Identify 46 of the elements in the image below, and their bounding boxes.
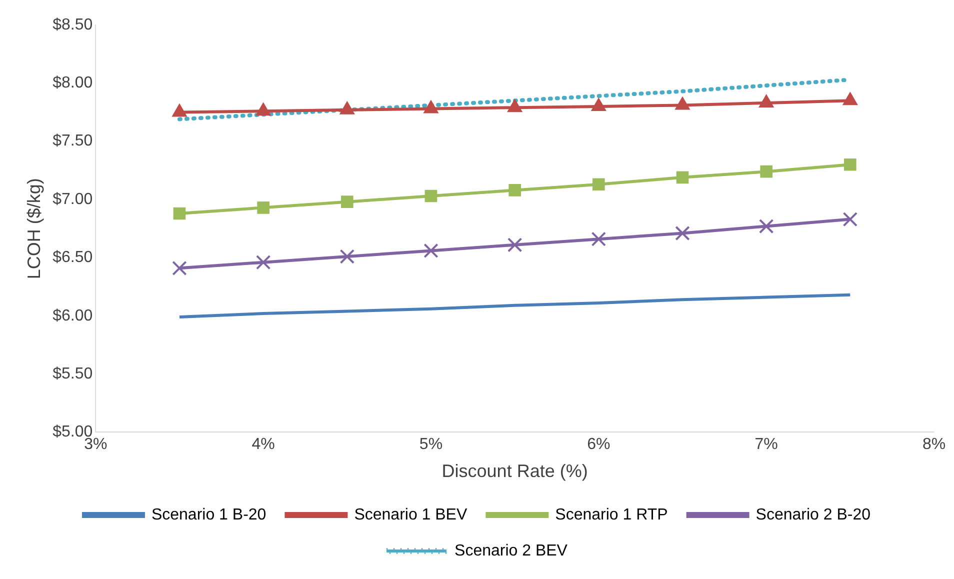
point	[842, 212, 858, 227]
legend-label: Scenario 1 BEV	[354, 506, 468, 524]
x-tick-label: 4%	[252, 436, 275, 454]
point	[591, 98, 606, 111]
point	[844, 158, 856, 171]
x-tick-label: 6%	[587, 436, 610, 454]
y-tick-label: $7.50	[52, 132, 93, 150]
legend-label: Scenario 2 BEV	[454, 542, 568, 560]
y-tick-label: $8.50	[52, 16, 93, 34]
point	[256, 102, 271, 116]
x-tick-label: 7%	[754, 436, 778, 454]
x-axis-title: Discount Rate (%)	[442, 461, 588, 482]
point	[256, 254, 271, 270]
legend-label: Scenario 1 B-20	[151, 506, 266, 524]
point	[257, 202, 270, 214]
y-tick-label: $6.50	[52, 249, 93, 266]
point	[591, 232, 606, 246]
point	[758, 218, 774, 234]
y-tick-label: $7.00	[52, 190, 93, 208]
point	[676, 171, 689, 184]
point	[172, 104, 187, 117]
y-tick-label: $5.50	[52, 365, 93, 382]
y-tick-label: $6.00	[52, 307, 93, 324]
point	[424, 100, 438, 114]
legend-label: Scenario 1 RTP	[555, 506, 668, 524]
point	[340, 101, 355, 114]
legend-label: Scenario 2 B-20	[756, 506, 871, 524]
point	[507, 99, 522, 112]
point	[842, 92, 858, 106]
point	[758, 94, 774, 108]
point	[592, 178, 605, 191]
point	[507, 238, 522, 252]
point	[675, 226, 690, 241]
point	[508, 184, 521, 196]
point	[760, 165, 772, 178]
x-tick-label: 8%	[922, 436, 946, 454]
point	[675, 96, 690, 110]
point	[424, 190, 438, 202]
x-tick-label: 5%	[419, 436, 443, 454]
y-tick-label: $8.00	[52, 74, 93, 92]
point	[340, 249, 355, 264]
point	[424, 243, 438, 258]
point	[172, 260, 187, 276]
y-axis-title: LCOH ($/kg)	[24, 178, 44, 280]
point	[173, 207, 186, 220]
point	[340, 196, 354, 208]
